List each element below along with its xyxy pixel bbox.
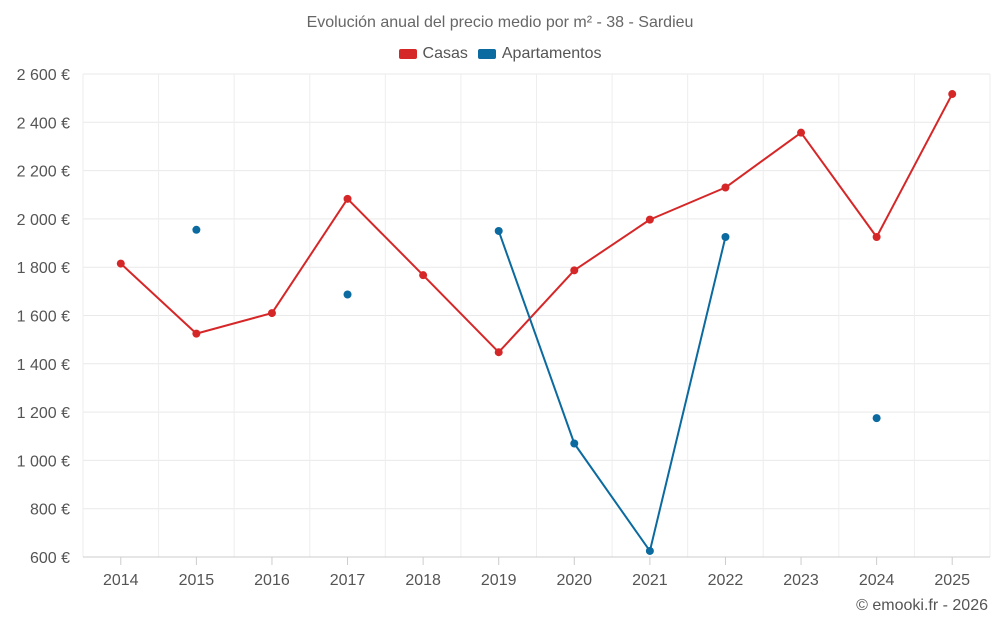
x-tick-label: 2020	[556, 572, 592, 589]
x-tick-label: 2022	[708, 572, 744, 589]
y-tick-label: 1 400 €	[17, 357, 70, 374]
x-tick-label: 2024	[859, 572, 895, 589]
y-tick-label: 600 €	[30, 550, 70, 567]
data-point-casas	[872, 233, 881, 242]
data-point-casas	[797, 128, 806, 137]
data-point-casas	[343, 194, 352, 203]
legend-swatch-casas	[398, 49, 417, 59]
data-point-casas	[494, 348, 503, 357]
data-point-apartamentos	[494, 226, 503, 235]
y-tick-label: 2 400 €	[17, 115, 70, 132]
data-point-casas	[948, 90, 957, 99]
legend-item-casas[interactable]: Casas	[398, 45, 468, 63]
y-tick-label: 1 800 €	[17, 260, 70, 277]
legend: Casas Apartamentos	[0, 45, 1000, 63]
legend-item-apartamentos[interactable]: Apartamentos	[477, 45, 602, 63]
data-point-apartamentos	[645, 546, 654, 555]
data-point-casas	[721, 183, 730, 192]
legend-swatch-apartamentos	[477, 49, 496, 59]
y-tick-label: 1 000 €	[17, 453, 70, 470]
data-point-apartamentos	[343, 290, 352, 299]
data-point-apartamentos	[570, 439, 579, 448]
y-tick-label: 1 600 €	[17, 309, 70, 326]
series-line-casas	[119, 93, 954, 354]
x-tick-label: 2014	[103, 572, 139, 589]
y-tick-label: 1 200 €	[17, 405, 70, 422]
data-point-casas	[419, 271, 428, 280]
data-point-casas	[645, 215, 654, 224]
legend-label-apartamentos: Apartamentos	[501, 45, 602, 62]
x-tick-label: 2017	[330, 572, 366, 589]
x-tick-label: 2021	[632, 572, 668, 589]
series-line-apartamentos	[497, 229, 727, 552]
data-point-apartamentos	[192, 225, 201, 234]
data-point-casas	[116, 259, 125, 268]
y-tick-label: 800 €	[30, 502, 70, 519]
data-point-apartamentos	[872, 414, 881, 423]
chart-title: Evolución anual del precio medio por m² …	[306, 14, 694, 31]
data-point-casas	[192, 329, 201, 338]
x-tick-label: 2025	[934, 572, 970, 589]
data-point-casas	[267, 309, 276, 318]
y-tick-label: 2 200 €	[17, 164, 70, 181]
series	[116, 90, 957, 555]
series-apartamentos	[192, 225, 881, 555]
x-tick-label: 2019	[481, 572, 517, 589]
x-tick-label: 2023	[783, 572, 819, 589]
y-tick-label: 2 000 €	[17, 212, 70, 229]
x-tick-label: 2016	[254, 572, 290, 589]
y-tick-label: 2 600 €	[17, 67, 70, 84]
data-point-casas	[570, 266, 579, 275]
x-tick-label: 2018	[405, 572, 441, 589]
series-casas	[116, 90, 957, 357]
grid	[82, 73, 991, 558]
data-point-apartamentos	[721, 233, 730, 242]
x-tick-label: 2015	[179, 572, 215, 589]
legend-label-casas: Casas	[422, 45, 468, 62]
axes: 600 € 800 € 1 000 € 1 200 € 1 400 € 1 600 € 1 …	[17, 67, 990, 589]
credits[interactable]: © emooki.fr - 2026	[856, 597, 988, 614]
